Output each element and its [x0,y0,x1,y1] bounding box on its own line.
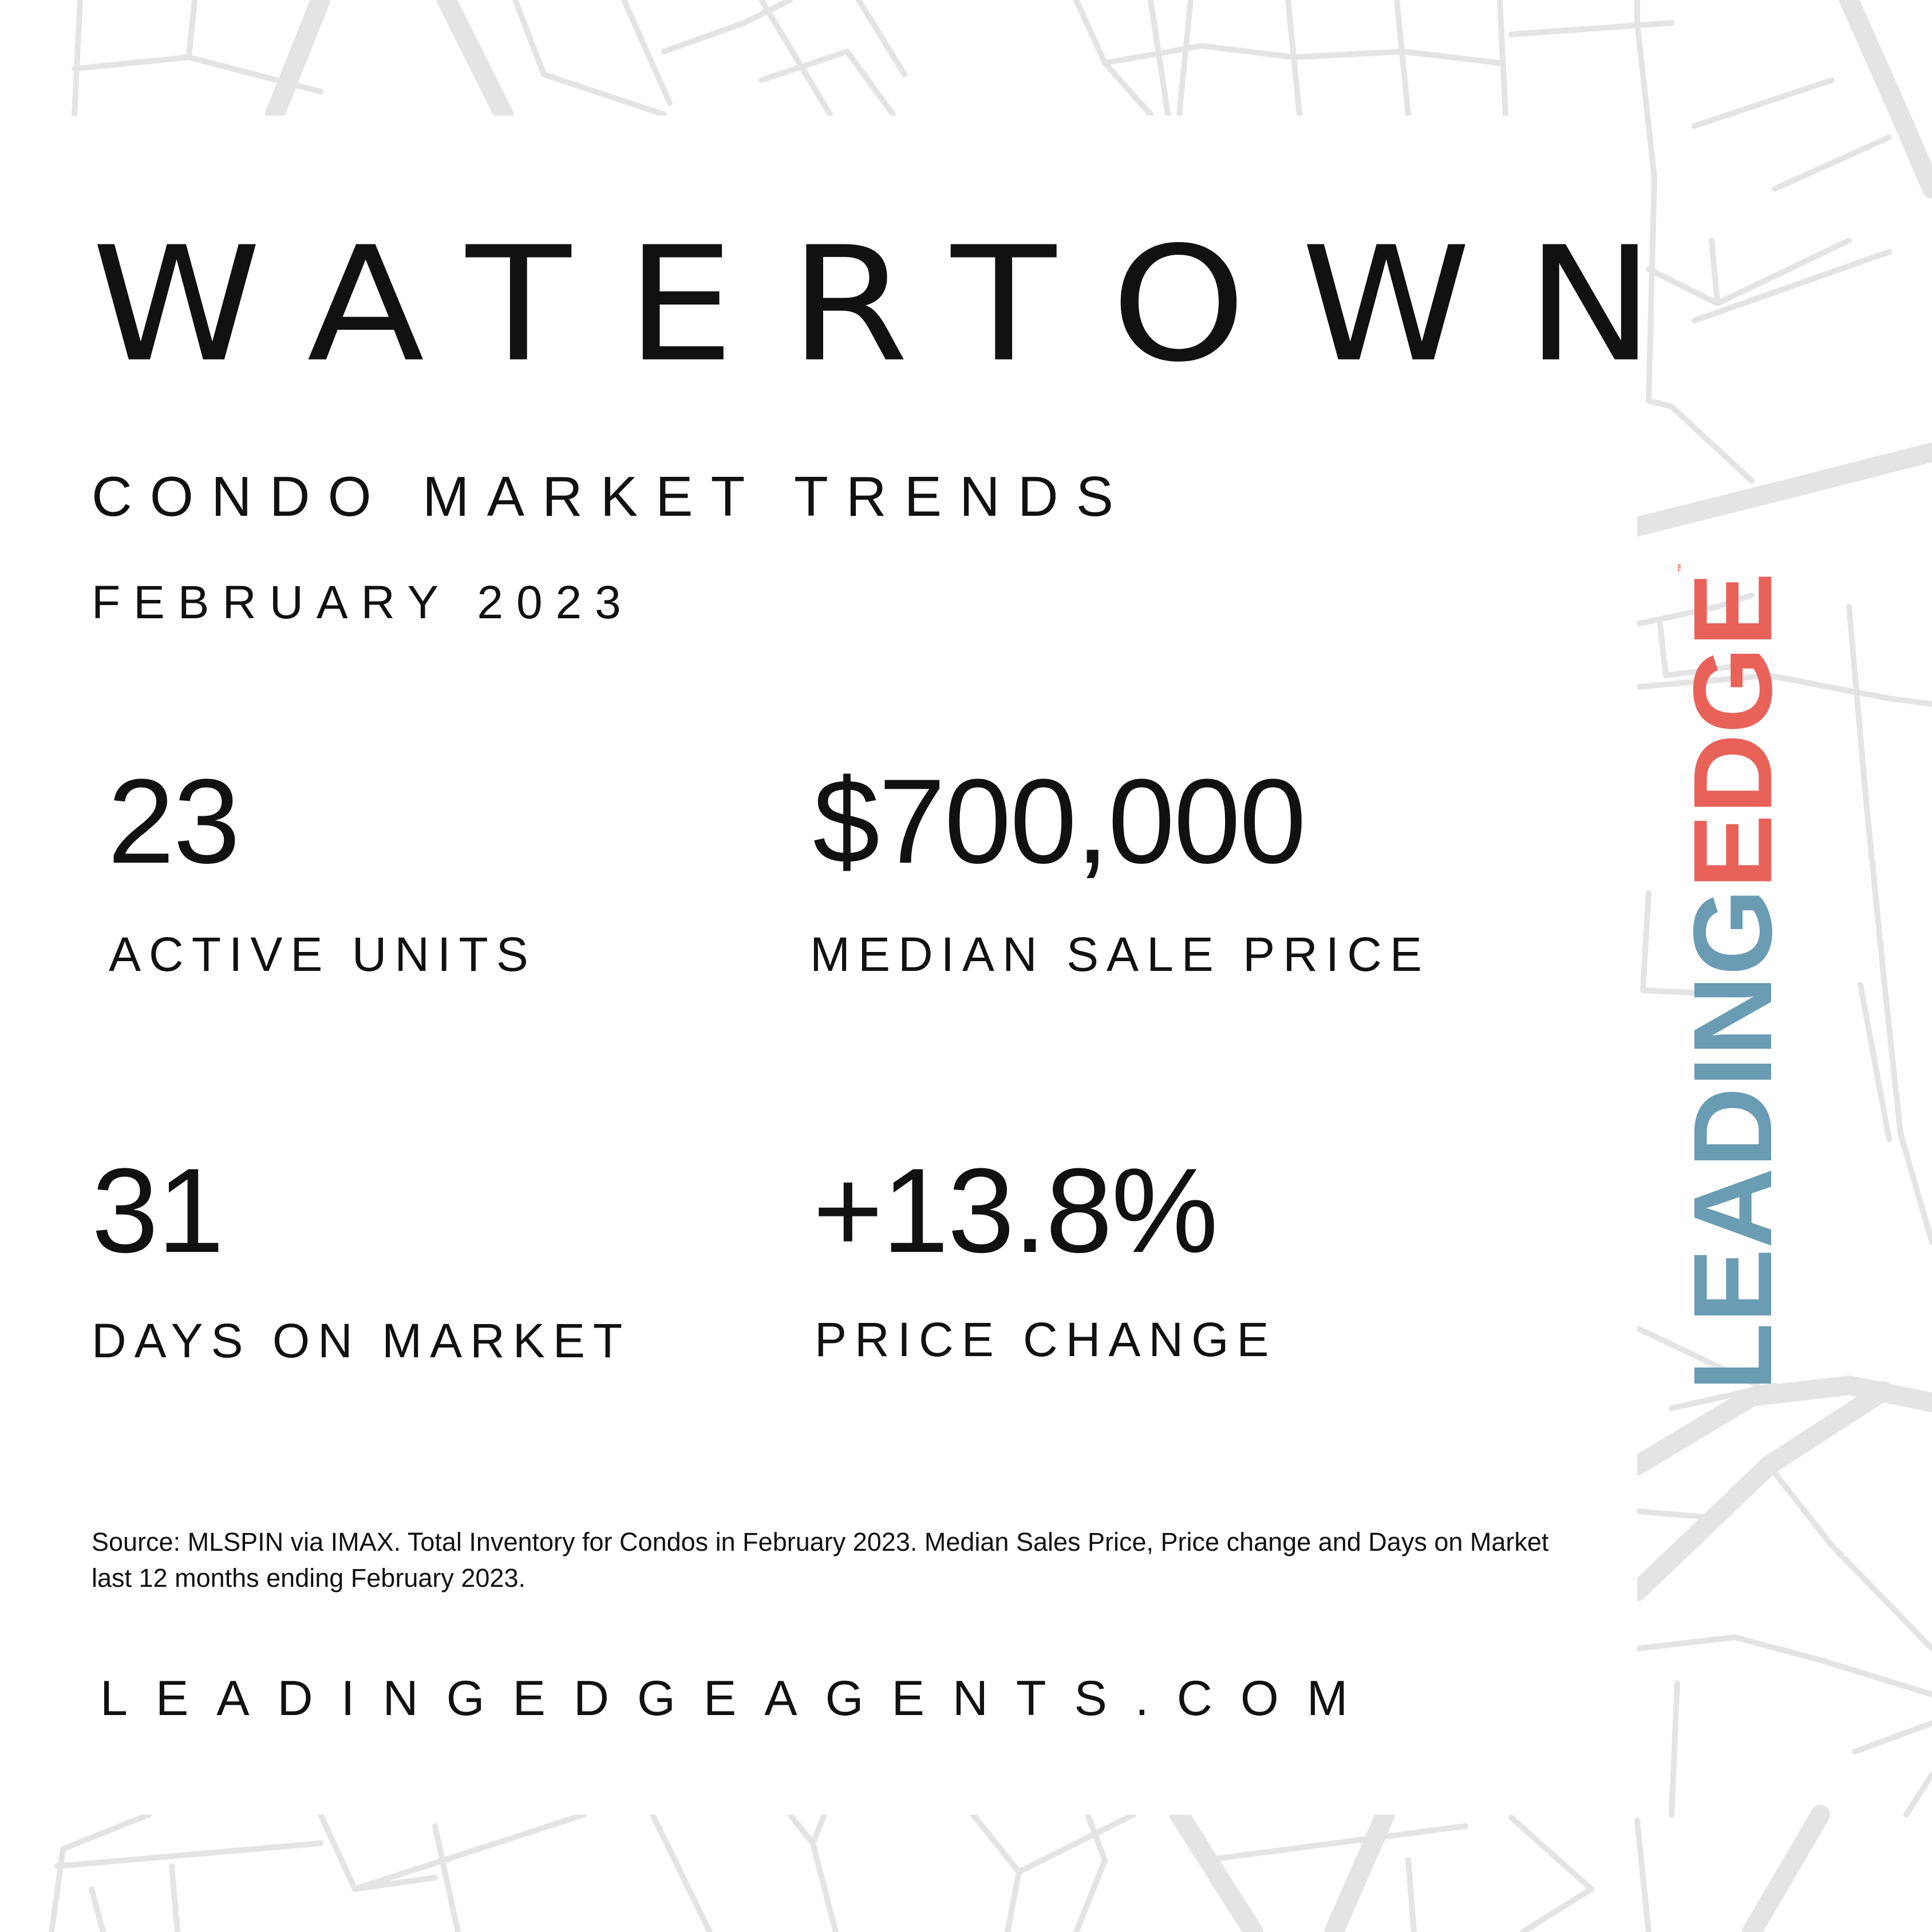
days-on-market-label: DAYS ON MARKET [92,1314,631,1368]
median-sale-price-value: $700,000 [813,754,1306,888]
content-panel [73,116,1637,1815]
logo-edge-text: EDGE [1670,572,1795,889]
price-change-label: PRICE CHANGE [815,1313,1277,1366]
source-note: Source: MLSPIN via IMAX. Total Inventory… [92,1527,1549,1593]
leadingedge-logo: LEADINGEDGE™ [1670,563,1795,1391]
report-date: FEBRUARY 2023 [92,576,634,629]
trademark-symbol: ™ [1677,563,1686,572]
price-change-value: +13.8% [813,1143,1218,1278]
website-link[interactable]: LEADINGEDGEAGENTS.COM [100,1671,1376,1726]
city-title: WATERTOWN [92,213,1710,397]
active-units-label: ACTIVE UNITS [109,927,536,981]
days-on-market-value: 31 [92,1143,224,1278]
report-subtitle: CONDO MARKET TRENDS [92,465,1131,528]
median-sale-price-label: MEDIAN SALE PRICE [810,927,1430,981]
logo-leading-text: LEADING [1670,888,1795,1392]
active-units-value: 23 [108,754,240,888]
